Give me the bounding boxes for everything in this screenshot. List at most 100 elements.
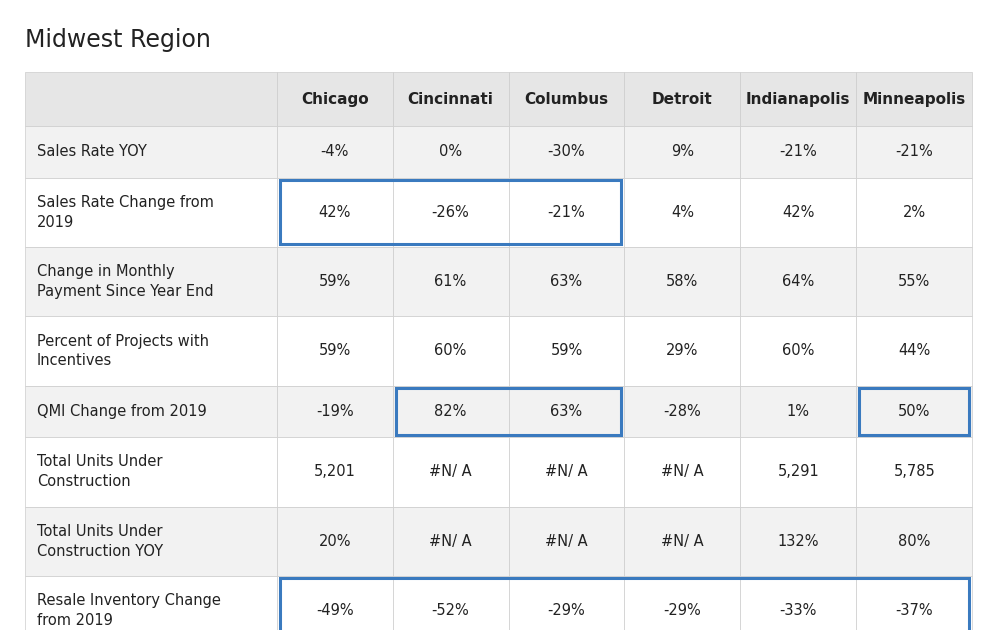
Text: QMI Change from 2019: QMI Change from 2019 — [37, 404, 207, 419]
Text: 55%: 55% — [898, 274, 930, 289]
Text: 20%: 20% — [318, 534, 351, 549]
Text: 1%: 1% — [787, 404, 810, 419]
Bar — [277, 247, 393, 316]
Bar — [740, 576, 856, 630]
Bar — [393, 247, 509, 316]
Text: Columbus: Columbus — [524, 92, 609, 106]
Bar — [509, 386, 624, 437]
Bar — [856, 437, 972, 507]
Bar — [859, 388, 969, 435]
Bar — [280, 180, 621, 244]
Text: 5,291: 5,291 — [777, 464, 819, 479]
Text: Chicago: Chicago — [301, 92, 369, 106]
Text: Sales Rate YOY: Sales Rate YOY — [37, 144, 147, 159]
Bar — [280, 578, 969, 630]
Bar — [277, 178, 393, 247]
Text: Total Units Under
Construction: Total Units Under Construction — [37, 454, 162, 490]
Bar — [509, 437, 624, 507]
Text: #N/ A: #N/ A — [661, 534, 704, 549]
Bar — [393, 72, 509, 126]
Text: #N/ A: #N/ A — [545, 464, 588, 479]
Text: -33%: -33% — [780, 603, 817, 618]
Text: 60%: 60% — [782, 343, 814, 358]
Text: Sales Rate Change from
2019: Sales Rate Change from 2019 — [37, 195, 214, 230]
Text: 9%: 9% — [671, 144, 694, 159]
Text: Midwest Region: Midwest Region — [25, 28, 211, 52]
Bar — [277, 576, 393, 630]
Bar — [25, 437, 277, 507]
Text: -49%: -49% — [316, 603, 354, 618]
Bar — [509, 316, 624, 386]
Bar — [624, 316, 740, 386]
Bar — [856, 178, 972, 247]
Text: Indianapolis: Indianapolis — [746, 92, 851, 106]
Bar — [509, 507, 624, 576]
Text: Minneapolis: Minneapolis — [863, 92, 966, 106]
Text: -26%: -26% — [432, 205, 469, 220]
Bar — [509, 126, 624, 178]
Bar — [393, 178, 509, 247]
Bar — [393, 437, 509, 507]
Bar — [277, 316, 393, 386]
Bar — [856, 386, 972, 437]
Text: -29%: -29% — [548, 603, 585, 618]
Text: -28%: -28% — [664, 404, 701, 419]
Bar — [509, 247, 624, 316]
Text: -4%: -4% — [321, 144, 349, 159]
Bar — [277, 126, 393, 178]
Bar — [740, 316, 856, 386]
Text: 80%: 80% — [898, 534, 930, 549]
Bar — [396, 388, 621, 435]
Bar — [624, 437, 740, 507]
Bar — [509, 178, 624, 247]
Text: 4%: 4% — [671, 205, 694, 220]
Text: 63%: 63% — [550, 404, 583, 419]
Bar — [740, 178, 856, 247]
Text: 61%: 61% — [434, 274, 467, 289]
Text: -30%: -30% — [548, 144, 585, 159]
Bar — [25, 178, 277, 247]
Bar — [393, 507, 509, 576]
Text: -52%: -52% — [432, 603, 469, 618]
Text: 59%: 59% — [550, 343, 583, 358]
Bar — [740, 247, 856, 316]
Bar — [25, 507, 277, 576]
Text: Percent of Projects with
Incentives: Percent of Projects with Incentives — [37, 333, 209, 369]
Bar — [624, 386, 740, 437]
Bar — [25, 72, 277, 126]
Text: Resale Inventory Change
from 2019: Resale Inventory Change from 2019 — [37, 593, 221, 628]
Bar — [624, 507, 740, 576]
Text: -37%: -37% — [895, 603, 933, 618]
Bar — [393, 386, 509, 437]
Bar — [624, 72, 740, 126]
Text: 50%: 50% — [898, 404, 930, 419]
Bar — [856, 316, 972, 386]
Text: -21%: -21% — [779, 144, 817, 159]
Text: 59%: 59% — [319, 274, 351, 289]
Text: 5,785: 5,785 — [893, 464, 935, 479]
Bar — [509, 72, 624, 126]
Bar — [25, 247, 277, 316]
Bar — [740, 126, 856, 178]
Text: Detroit: Detroit — [652, 92, 713, 106]
Bar — [856, 507, 972, 576]
Bar — [393, 126, 509, 178]
Bar — [25, 126, 277, 178]
Text: Cincinnati: Cincinnati — [408, 92, 494, 106]
Text: 63%: 63% — [550, 274, 583, 289]
Text: 58%: 58% — [666, 274, 699, 289]
Text: #N/ A: #N/ A — [661, 464, 704, 479]
Text: 2%: 2% — [903, 205, 926, 220]
Bar — [277, 437, 393, 507]
Text: #N/ A: #N/ A — [429, 464, 472, 479]
Bar — [740, 72, 856, 126]
Text: #N/ A: #N/ A — [545, 534, 588, 549]
Bar — [277, 507, 393, 576]
Text: 42%: 42% — [319, 205, 351, 220]
Text: #N/ A: #N/ A — [429, 534, 472, 549]
Bar — [624, 126, 740, 178]
Bar — [856, 576, 972, 630]
Bar — [25, 316, 277, 386]
Text: 42%: 42% — [782, 205, 814, 220]
Bar — [624, 178, 740, 247]
